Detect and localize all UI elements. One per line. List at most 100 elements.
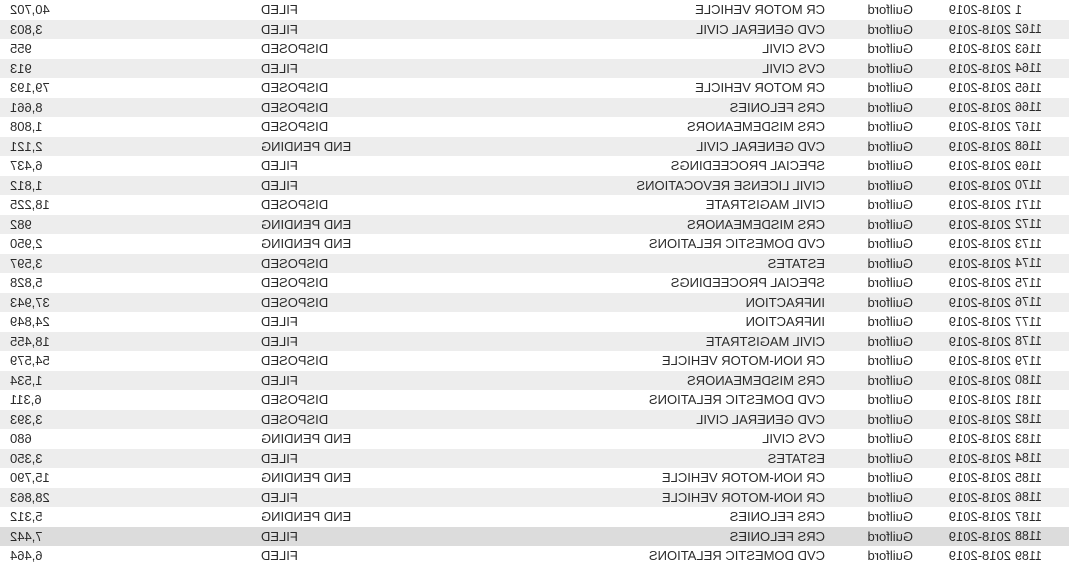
cell-county: Guilford bbox=[825, 353, 913, 368]
cell-county: Guilford bbox=[825, 509, 913, 524]
cell-year: 2018-2019 bbox=[913, 295, 1011, 310]
cell-county: Guilford bbox=[825, 61, 913, 76]
cell-filed: DISPOSED bbox=[257, 80, 557, 95]
cell-county: Guilford bbox=[825, 158, 913, 173]
cell-idx: 1170 bbox=[1011, 178, 1059, 192]
cell-county: Guilford bbox=[825, 256, 913, 271]
cell-case: ESTATES bbox=[557, 451, 825, 466]
cell-count: 40,702 bbox=[10, 2, 257, 17]
table-row: 11712018-2019GuilfordCIVIL MAGISTRATEDIS… bbox=[0, 195, 1069, 215]
table-row: 11762018-2019GuilfordINFRACTIONDISPOSED3… bbox=[0, 293, 1069, 313]
cell-count: 2,950 bbox=[10, 236, 257, 251]
cell-case: CRS FELONIES bbox=[557, 529, 825, 544]
cell-year: 2018-2019 bbox=[913, 314, 1011, 329]
cell-case: CRS MISDEMEANORS bbox=[557, 373, 825, 388]
cell-case: SPECIAL PROCEEDINGS bbox=[557, 158, 825, 173]
cell-county: Guilford bbox=[825, 217, 913, 232]
cell-count: 18,455 bbox=[10, 334, 257, 349]
cell-county: Guilford bbox=[825, 548, 913, 563]
cell-idx: 1173 bbox=[1011, 237, 1059, 251]
cell-county: Guilford bbox=[825, 119, 913, 134]
cell-year: 2018-2019 bbox=[913, 373, 1011, 388]
cell-idx: 1188 bbox=[1011, 529, 1059, 543]
cell-year: 2018-2019 bbox=[913, 470, 1011, 485]
cell-case: CRS FELONIES bbox=[557, 100, 825, 115]
cell-case: CIVIL LICENSE REVOCATIONS bbox=[557, 178, 825, 193]
cell-county: Guilford bbox=[825, 178, 913, 193]
cell-idx: 1179 bbox=[1011, 354, 1059, 368]
cell-count: 5,312 bbox=[10, 509, 257, 524]
cell-county: Guilford bbox=[825, 529, 913, 544]
cell-county: Guilford bbox=[825, 236, 913, 251]
cell-count: 680 bbox=[10, 431, 257, 446]
cell-case: CVD DOMESTIC RELATIONS bbox=[557, 236, 825, 251]
cell-count: 6,437 bbox=[10, 158, 257, 173]
cell-county: Guilford bbox=[825, 197, 913, 212]
cell-year: 2018-2019 bbox=[913, 41, 1011, 56]
cell-year: 2018-2019 bbox=[913, 80, 1011, 95]
cell-idx: 1181 bbox=[1011, 393, 1059, 407]
cell-filed: DISPOSED bbox=[257, 295, 557, 310]
cell-case: CR NON-MOTOR VEHICLE bbox=[557, 353, 825, 368]
cell-year: 2018-2019 bbox=[913, 22, 1011, 37]
cell-year: 2018-2019 bbox=[913, 100, 1011, 115]
cell-idx: 1186 bbox=[1011, 490, 1059, 504]
table-row: 11802018-2019GuilfordCRS MISDEMEANORSFIL… bbox=[0, 371, 1069, 391]
cell-idx: 1174 bbox=[1011, 256, 1059, 270]
cell-county: Guilford bbox=[825, 490, 913, 505]
cell-count: 28,863 bbox=[10, 490, 257, 505]
table-row: 11792018-2019GuilfordCR NON-MOTOR VEHICL… bbox=[0, 351, 1069, 371]
cell-year: 2018-2019 bbox=[913, 275, 1011, 290]
table-row: 11652018-2019GuilfordCR MOTOR VEHICLEDIS… bbox=[0, 78, 1069, 98]
cell-idx: 1176 bbox=[1011, 295, 1059, 309]
table-row: 12018-2019GuilfordCR MOTOR VEHICLEFILED4… bbox=[0, 0, 1069, 20]
cell-county: Guilford bbox=[825, 2, 913, 17]
cell-count: 3,350 bbox=[10, 451, 257, 466]
cell-county: Guilford bbox=[825, 451, 913, 466]
cell-count: 8,661 bbox=[10, 100, 257, 115]
cell-idx: 1162 bbox=[1011, 22, 1059, 36]
cell-year: 2018-2019 bbox=[913, 392, 1011, 407]
cell-year: 2018-2019 bbox=[913, 412, 1011, 427]
cell-idx: 1177 bbox=[1011, 315, 1059, 329]
cell-case: CVS CIVIL bbox=[557, 41, 825, 56]
cell-county: Guilford bbox=[825, 275, 913, 290]
cell-idx: 1167 bbox=[1011, 120, 1059, 134]
cell-filed: END PENDING bbox=[257, 431, 557, 446]
cell-idx: 1 bbox=[1011, 3, 1059, 17]
table-row: 11782018-2019GuilfordCIVIL MAGISTRATEFIL… bbox=[0, 332, 1069, 352]
cell-count: 982 bbox=[10, 217, 257, 232]
table-row: 11662018-2019GuilfordCRS FELONIESDISPOSE… bbox=[0, 98, 1069, 118]
table-row: 11672018-2019GuilfordCRS MISDEMEANORSDIS… bbox=[0, 117, 1069, 137]
cell-year: 2018-2019 bbox=[913, 529, 1011, 544]
cell-year: 2018-2019 bbox=[913, 217, 1011, 232]
cell-filed: FILED bbox=[257, 548, 557, 563]
cell-year: 2018-2019 bbox=[913, 236, 1011, 251]
cell-filed: FILED bbox=[257, 334, 557, 349]
cell-count: 6,311 bbox=[10, 392, 257, 407]
cell-count: 3,803 bbox=[10, 22, 257, 37]
cell-filed: DISPOSED bbox=[257, 256, 557, 271]
table-row: 11692018-2019GuilfordSPECIAL PROCEEDINGS… bbox=[0, 156, 1069, 176]
table-row: 11642018-2019GuilfordCVS CIVILFILED913 bbox=[0, 59, 1069, 79]
cell-year: 2018-2019 bbox=[913, 353, 1011, 368]
cell-idx: 1169 bbox=[1011, 159, 1059, 173]
cell-case: INFRACTION bbox=[557, 295, 825, 310]
cell-idx: 1172 bbox=[1011, 217, 1059, 231]
cell-county: Guilford bbox=[825, 470, 913, 485]
table-row: 11772018-2019GuilfordINFRACTIONFILED24,8… bbox=[0, 312, 1069, 332]
cell-case: SPECIAL PROCEEDINGS bbox=[557, 275, 825, 290]
cell-case: CRS MISDEMEANORS bbox=[557, 119, 825, 134]
table-row: 11702018-2019GuilfordCIVIL LICENSE REVOC… bbox=[0, 176, 1069, 196]
cell-count: 1,808 bbox=[10, 119, 257, 134]
table-row: 11892018-2019GuilfordCVD DOMESTIC RELATI… bbox=[0, 546, 1069, 566]
cell-count: 37,943 bbox=[10, 295, 257, 310]
cell-case: CR MOTOR VEHICLE bbox=[557, 80, 825, 95]
table-row: 11752018-2019GuilfordSPECIAL PROCEEDINGS… bbox=[0, 273, 1069, 293]
cell-filed: END PENDING bbox=[257, 236, 557, 251]
cell-case: ESTATES bbox=[557, 256, 825, 271]
cell-year: 2018-2019 bbox=[913, 509, 1011, 524]
cell-case: CR MOTOR VEHICLE bbox=[557, 2, 825, 17]
cell-filed: FILED bbox=[257, 22, 557, 37]
cell-idx: 1164 bbox=[1011, 61, 1059, 75]
